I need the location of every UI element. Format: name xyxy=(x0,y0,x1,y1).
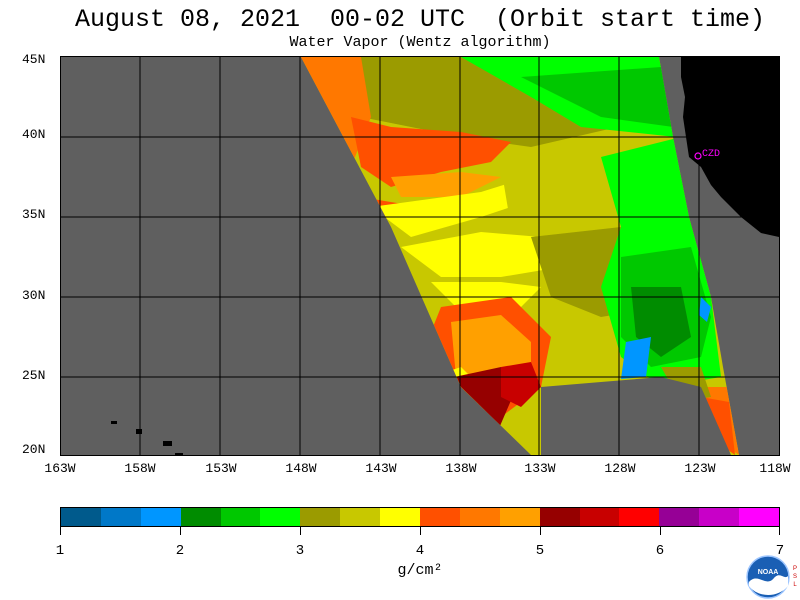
colorbar-cell xyxy=(380,508,421,526)
lat-label-30n: 30N xyxy=(22,288,46,303)
lon-label-133w: 133W xyxy=(524,461,556,476)
map-subtitle: Water Vapor (Wentz algorithm) xyxy=(289,34,551,51)
colorbar-cell xyxy=(300,508,341,526)
colorbar-cell xyxy=(619,508,660,526)
colorbar-cell xyxy=(459,508,500,526)
lat-label-40n: 40N xyxy=(22,127,46,142)
colorbar-units: g/cm² xyxy=(397,562,443,579)
map-title: August 08, 2021 00-02 UTC (Orbit start t… xyxy=(74,5,766,34)
colorbar-tick xyxy=(660,527,661,535)
lon-label-153w: 153W xyxy=(205,461,237,476)
map-canvas: CZD xyxy=(61,57,779,455)
colorbar-tick xyxy=(540,527,541,535)
lat-label-45n: 45N xyxy=(22,52,46,67)
colorbar-label-1: 1 xyxy=(55,543,65,559)
colorbar-cell xyxy=(100,508,141,526)
lon-label-148w: 148W xyxy=(285,461,317,476)
colorbar-cell xyxy=(420,508,460,526)
colorbar-tick xyxy=(60,527,61,535)
water-vapor-map: CZD xyxy=(60,56,780,456)
lon-label-143w: 143W xyxy=(365,461,397,476)
logo-text: NOAA xyxy=(758,569,779,576)
water-vapor-swath xyxy=(301,57,739,455)
colorbar-tick xyxy=(300,527,301,535)
colorbar-label-5: 5 xyxy=(535,543,545,559)
lon-label-163w: 163W xyxy=(44,461,76,476)
colorbar-cell xyxy=(699,508,740,526)
colorbar-cell xyxy=(140,508,181,526)
colorbar-tick xyxy=(180,527,181,535)
station-marker xyxy=(694,152,702,160)
colorbar-cell xyxy=(180,508,221,526)
lon-label-118w: 118W xyxy=(759,461,791,476)
lon-label-128w: 128W xyxy=(604,461,636,476)
lat-label-25n: 25N xyxy=(22,368,46,383)
colorbar-label-6: 6 xyxy=(655,543,665,559)
colorbar-cell xyxy=(260,508,301,526)
graticule xyxy=(61,57,779,455)
colorbar-cell xyxy=(220,508,261,526)
lat-label-35n: 35N xyxy=(22,207,46,222)
colorbar-tick xyxy=(779,527,780,535)
lat-label-20n: 20N xyxy=(22,442,46,457)
colorbar-cell xyxy=(61,508,101,526)
colorbar xyxy=(60,507,780,527)
lon-label-158w: 158W xyxy=(124,461,156,476)
colorbar-cell xyxy=(579,508,620,526)
lon-label-138w: 138W xyxy=(445,461,477,476)
hawaii-islands xyxy=(111,421,183,455)
station-label: CZD xyxy=(702,149,720,160)
colorbar-cell xyxy=(739,508,780,526)
colorbar-label-4: 4 xyxy=(415,543,425,559)
colorbar-label-2: 2 xyxy=(175,543,185,559)
colorbar-tick xyxy=(420,527,421,535)
lon-label-123w: 123W xyxy=(684,461,716,476)
colorbar-cell xyxy=(659,508,700,526)
colorbar-label-7: 7 xyxy=(775,543,785,559)
land-mass xyxy=(681,57,779,237)
colorbar-cell xyxy=(539,508,580,526)
colorbar-cell xyxy=(340,508,381,526)
colorbar-label-3: 3 xyxy=(295,543,305,559)
colorbar-cell xyxy=(499,508,540,526)
